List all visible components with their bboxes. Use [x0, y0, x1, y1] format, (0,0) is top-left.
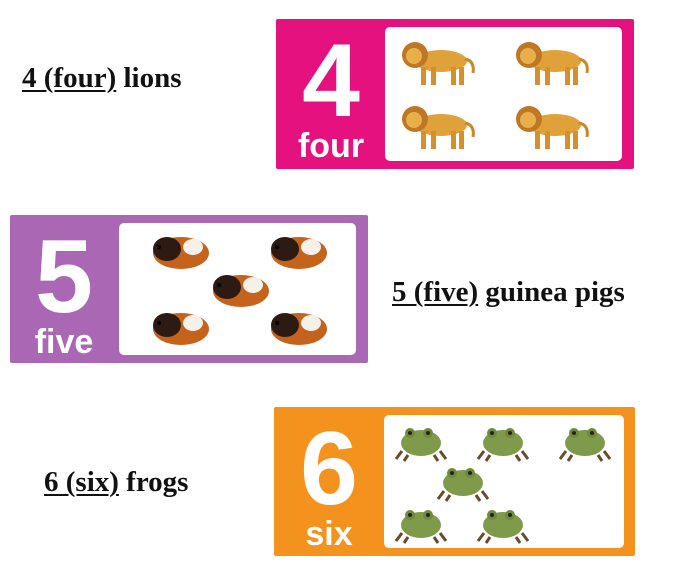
caption-noun: frogs [126, 466, 189, 498]
caption-guinea-pigs: 5 (five) guinea pigs [392, 278, 625, 307]
card-digit: 5 [35, 219, 93, 335]
caption-noun: lions [123, 62, 182, 94]
frog-icon [476, 428, 530, 462]
frog-icon [476, 510, 530, 544]
frog-icon [394, 510, 448, 544]
frog-icon [558, 428, 612, 462]
guinea-pig-icon [153, 313, 209, 345]
caption-number-word: 5 (five) [392, 276, 479, 308]
number-card-five: 5 five [10, 215, 368, 363]
card-word: four [297, 127, 365, 165]
animal-panel [385, 27, 622, 161]
animal-panel [119, 223, 356, 355]
caption-number-word: 4 (four) [22, 62, 117, 94]
number-card-four: 4 four [276, 19, 634, 169]
frog-icon [436, 468, 490, 502]
caption-frogs: 6 (six) frogs [44, 468, 188, 497]
caption-lions: 4 (four) lions [22, 64, 182, 93]
lion-icon [402, 42, 475, 85]
guinea-pig-icon [271, 237, 327, 269]
lion-icon [516, 42, 589, 85]
frog-icon [394, 428, 448, 462]
caption-noun: guinea pigs [485, 276, 625, 308]
animal-panel [384, 415, 624, 548]
caption-number-word: 6 (six) [44, 466, 119, 498]
card-digit: 6 [300, 411, 358, 527]
lion-icon [516, 106, 589, 149]
card-word: six [305, 515, 353, 553]
card-word: five [34, 323, 94, 361]
guinea-pig-icon [153, 237, 209, 269]
lion-icon [402, 106, 475, 149]
card-digit: 4 [302, 23, 360, 139]
number-card-six: 6 six [274, 407, 635, 556]
guinea-pig-icon [271, 313, 327, 345]
guinea-pig-icon [213, 275, 269, 307]
